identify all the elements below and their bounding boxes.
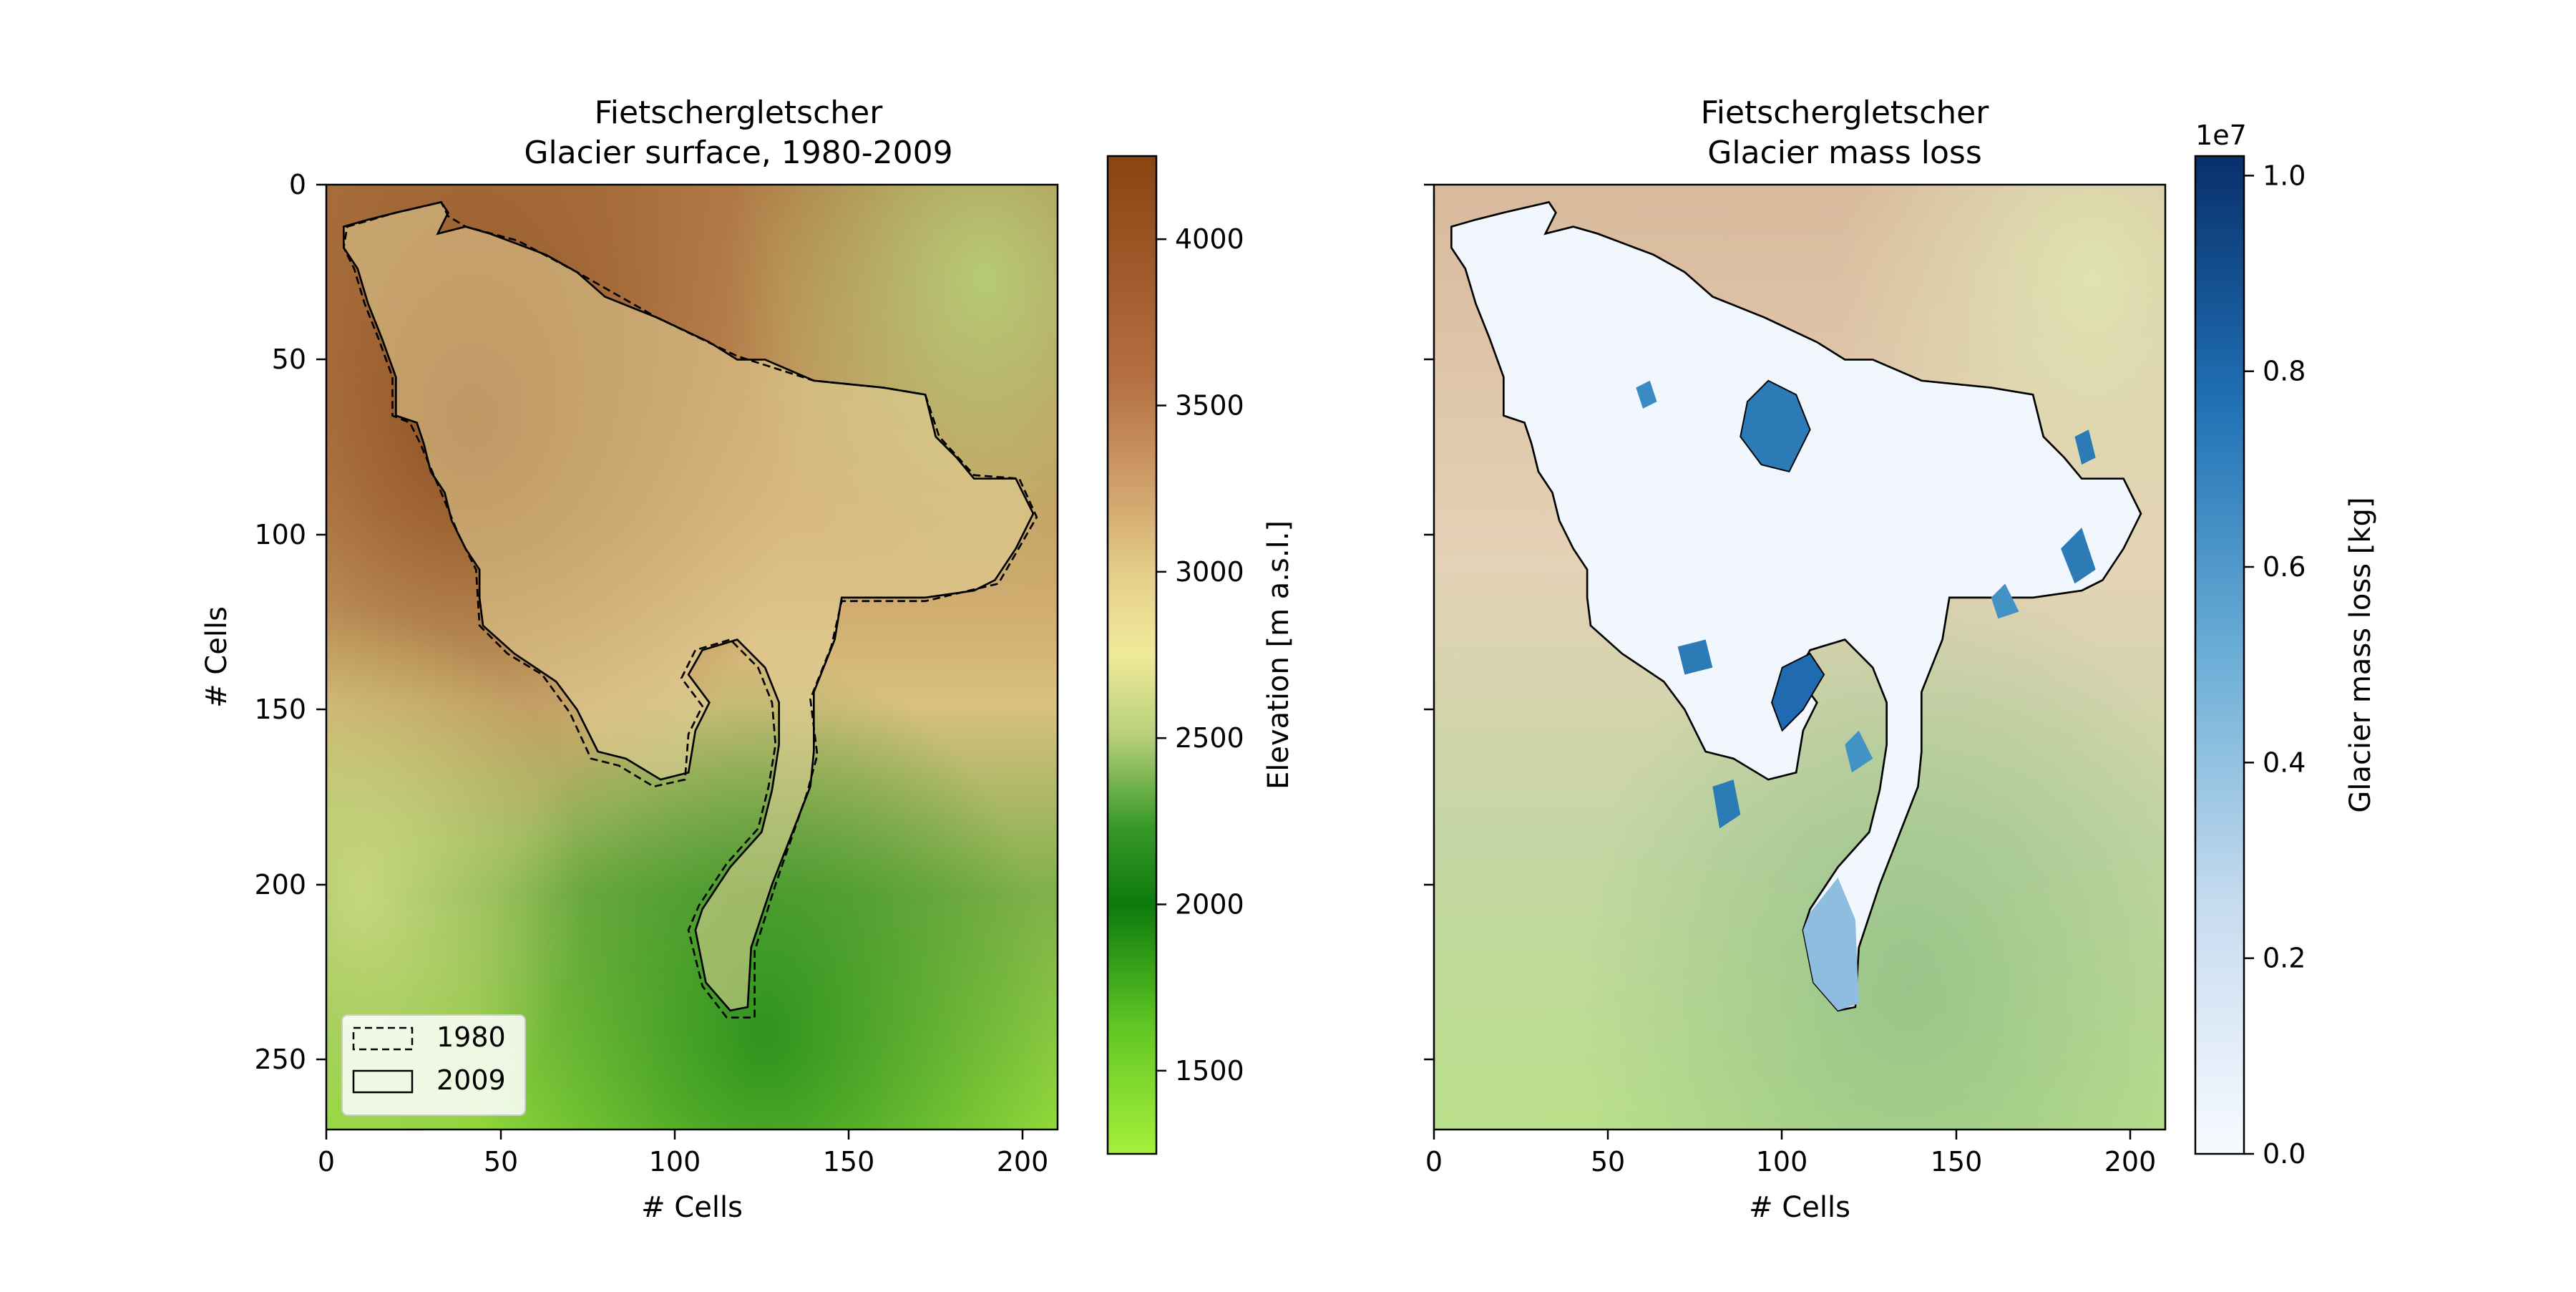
x-tick-label: 100: [649, 1146, 701, 1177]
y-tick-label: 150: [254, 694, 306, 725]
colorbar-mass-loss-ticks: 0.0 0.2 0.4 0.6 0.8 1.0: [2244, 160, 2306, 1170]
x-tick-label: 200: [2104, 1146, 2157, 1177]
x-tick-label: 50: [1591, 1146, 1625, 1177]
panel2-y-axis: [1424, 183, 1434, 1061]
elevation-map: [325, 183, 1059, 1131]
panel2-title-line1: Fietschergletscher: [1701, 94, 1990, 131]
colorbar-tick-label: 1.0: [2263, 160, 2306, 191]
y-tick-label: 0: [289, 169, 306, 200]
panel1-x-axis: 0 50 100 150 200 # Cells: [318, 1130, 1048, 1224]
colorbar-elevation-ticks: 1500 2000 2500 3000 3500 4000: [1156, 223, 1244, 1087]
y-tick-label: 250: [254, 1044, 306, 1075]
legend-swatch-1980: [352, 1026, 414, 1051]
panel1-title-line1: Fietschergletscher: [595, 94, 884, 131]
mass-loss-patches: [1636, 379, 2096, 1011]
legend-label-2009: 2009: [436, 1064, 506, 1096]
x-axis-label: # Cells: [1749, 1191, 1850, 1224]
colorbar-mass-loss-label: Glacier mass loss [kg]: [2344, 497, 2377, 812]
legend-label-1980: 1980: [436, 1021, 506, 1053]
panel2-x-axis: 0 50 100 150 200 # Cells: [1425, 1130, 2156, 1224]
x-tick-label: 0: [1425, 1146, 1443, 1177]
y-tick-label: 200: [254, 869, 306, 900]
colorbar-tick-label: 1500: [1175, 1055, 1244, 1087]
colorbar-tick-label: 0.6: [2263, 551, 2306, 583]
colorbar-elevation-label: Elevation [m a.s.l.]: [1262, 520, 1295, 790]
panel1-y-axis: 0 50 100 150 200 250 # Cells: [200, 169, 326, 1075]
panel-glacier-mass-loss: Fietschergletscher Glacier mass loss: [1424, 94, 2377, 1224]
legend-swatch-2009: [352, 1069, 414, 1094]
colorbar-tick-label: 2500: [1175, 722, 1244, 754]
colorbar-tick-label: 3500: [1175, 390, 1244, 422]
mass-loss-map: [1433, 183, 2167, 1131]
axes-frame: [325, 183, 1059, 1131]
x-tick-label: 150: [1931, 1146, 1983, 1177]
colorbar-tick-label: 4000: [1175, 223, 1244, 255]
colorbar-tick-label: 0.4: [2263, 747, 2306, 778]
colorbar-elevation: 1500 2000 2500 3000 3500 4000 Elevation [m a.…: [1106, 155, 1295, 1155]
panel2-title-line2: Glacier mass loss: [1707, 135, 1982, 171]
y-axis-label: # Cells: [200, 606, 233, 708]
legend: 1980 2009: [341, 1014, 526, 1116]
colorbar-tick-label: 3000: [1175, 556, 1244, 588]
x-tick-label: 0: [318, 1146, 335, 1177]
colorbar-mass-loss: 1e7 0.0 0.2 0.4 0.6 0.8 1.0 Glacier mass loss…: [2194, 120, 2377, 1170]
colorbar-multiplier: 1e7: [2195, 120, 2247, 151]
x-axis-label: # Cells: [641, 1191, 743, 1224]
y-tick-label: 100: [254, 519, 306, 550]
axes-frame: [1433, 183, 2167, 1131]
colorbar-tick-label: 0.0: [2263, 1138, 2306, 1170]
x-tick-label: 100: [1756, 1146, 1808, 1177]
x-tick-label: 150: [823, 1146, 875, 1177]
x-tick-label: 200: [997, 1146, 1049, 1177]
colorbar-tick-label: 0.2: [2263, 943, 2306, 974]
colorbar-tick-label: 2000: [1175, 889, 1244, 921]
panel1-title-line2: Glacier surface, 1980-2009: [524, 135, 952, 171]
y-tick-label: 50: [272, 344, 306, 375]
panel-glacier-surface: Fietschergletscher Glacier surface, 1980…: [200, 94, 1295, 1224]
x-tick-label: 50: [484, 1146, 518, 1177]
colorbar-tick-label: 0.8: [2263, 356, 2306, 387]
